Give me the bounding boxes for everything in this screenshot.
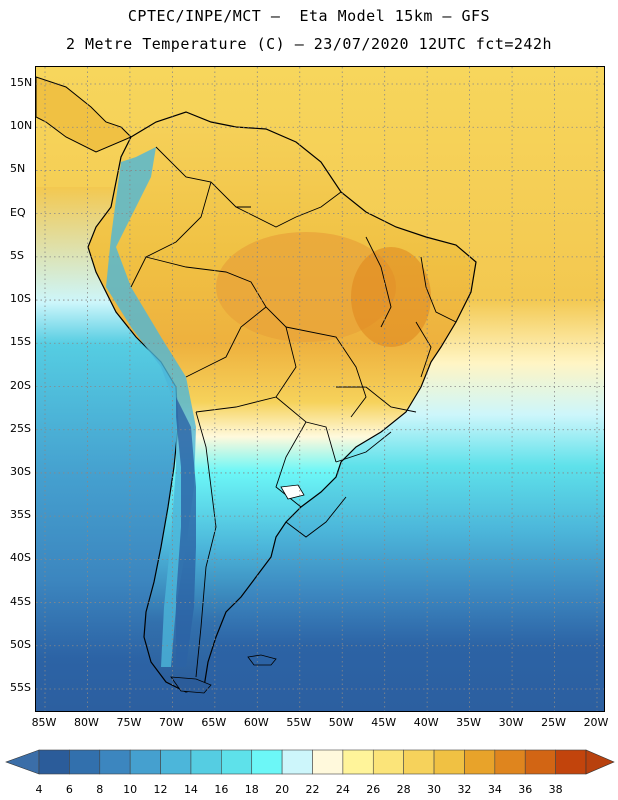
colorbar-tick-label: 10 [123,783,138,796]
andes-cool-strip [106,147,196,667]
lat-label: 30S [10,464,31,478]
colorbar-min-arrow [5,749,40,775]
colorbar-swatch [69,749,101,775]
lon-label: 25W [541,716,566,729]
lat-label: 35S [10,508,31,522]
colorbar-swatch [99,749,131,775]
lat-label: EQ [10,205,26,219]
colorbar-tick-label: 14 [183,783,198,796]
colorbar-max-arrow [585,749,615,775]
lon-label: 55W [286,716,312,729]
colorbar-tick-label: 34 [487,783,502,796]
lat-label: 55S [10,681,31,694]
lat-label: 25S [10,421,31,435]
temperature-map [35,66,605,712]
lon-label: 75W [116,716,142,729]
colorbar-swatch [38,749,70,775]
lon-label: 60W [243,716,269,729]
lon-label: 65W [201,716,227,729]
colorbar-swatch [251,749,283,775]
colorbar-tick-label: 18 [244,783,259,796]
colorbar-tick-label: 6 [65,783,73,796]
colorbar-tick-label: 8 [96,783,104,796]
lat-label: 10N [10,119,33,133]
colorbar-swatch [403,749,435,775]
colorbar-tick-label: 28 [396,783,411,796]
lat-label: 40S [10,551,31,565]
colorbar-swatch [281,749,313,775]
colorbar-tick-label: 32 [457,783,472,796]
lat-label: 50S [10,637,31,651]
lon-label: 45W [371,716,397,729]
lagoa-dos-patos [280,484,305,500]
lat-label: 5N [10,162,26,176]
colorbar-swatch [190,749,222,775]
central-brazil-hot-zone [351,247,431,347]
lat-label: 20S [10,378,31,392]
colorbar-tick-label: 38 [548,783,563,796]
colorbar-swatch [160,749,192,775]
colorbar-tick-label: 22 [305,783,320,796]
colorbar-tick-label: 12 [153,783,168,796]
colorbar-swatch [524,749,556,775]
chart-title-line2: 2 Metre Temperature (C) – 23/07/2020 12U… [65,35,553,53]
colorbar-tick-label: 4 [35,783,43,796]
lat-label: 15S [10,335,31,349]
colorbar-swatch [494,749,526,775]
falkland-islands [247,654,277,666]
colorbar-swatch [372,749,404,775]
lat-label: 45S [10,594,31,608]
andes-cold-core [176,397,196,667]
lon-label: 35W [456,716,482,729]
colorbar-swatch [129,749,161,775]
lon-label: 70W [158,716,184,729]
amazon-hot-zone [216,232,396,342]
colorbar-swatch [464,749,496,775]
colorbar-tick-label: 30 [427,783,442,796]
lon-label: 80W [74,716,99,729]
colorbar-tick-label: 26 [366,783,381,796]
colorbar-swatch [555,749,587,775]
lon-label: 40W [413,716,439,729]
colorbar-tick-label: 36 [518,783,533,796]
colorbar-swatch [342,749,374,775]
colorbar-swatch [312,749,344,775]
lon-label: 85W [31,716,57,729]
lat-lon-grid [36,67,604,711]
chart-title-line1: CPTEC/INPE/MCT – Eta Model 15km – GFS [127,7,491,25]
colorbar-swatch [221,749,253,775]
lat-label: 15N [10,76,33,89]
colorbar-swatch [433,749,465,775]
map-canvas [36,67,604,711]
lat-label: 5S [10,248,24,262]
colorbar [5,749,615,775]
colorbar-tick-label: 20 [275,783,290,796]
colorbar-tick-label: 16 [214,783,229,796]
lon-label: 30W [498,716,524,729]
colorbar-tick-label: 24 [335,783,350,796]
lon-label: 20W [583,716,609,729]
lat-label: 10S [10,292,31,306]
lon-label: 50W [328,716,354,729]
